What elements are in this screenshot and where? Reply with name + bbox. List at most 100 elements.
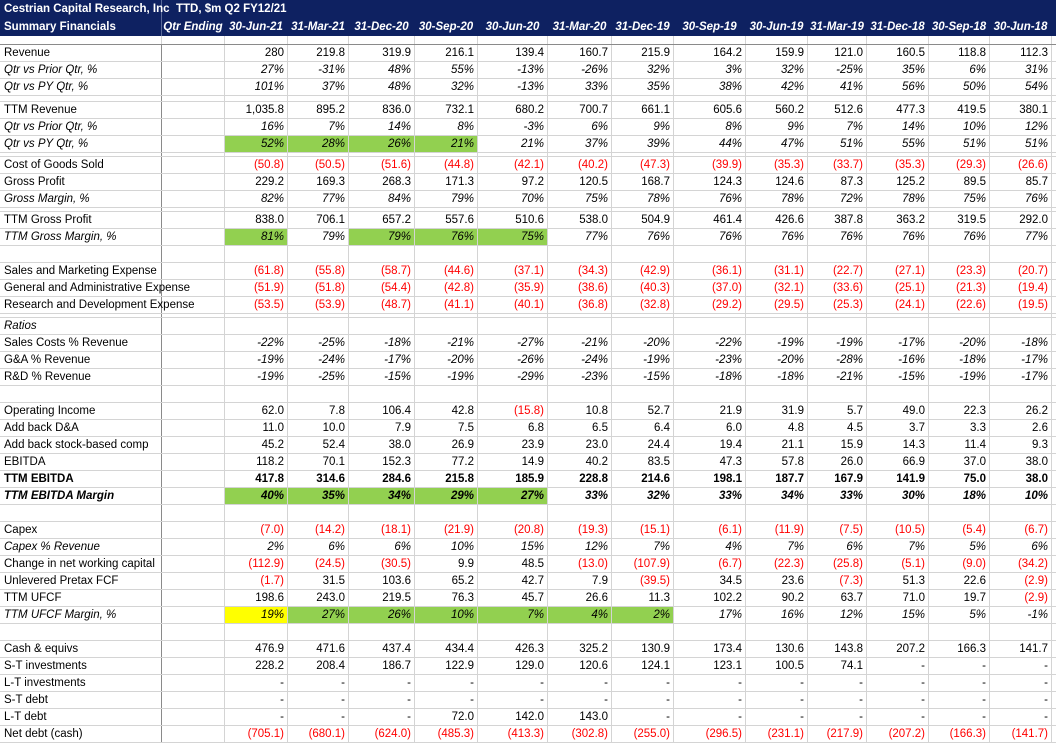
empty-cell[interactable] (288, 624, 349, 640)
empty-cell[interactable] (612, 386, 674, 402)
value-cell[interactable]: -19% (929, 369, 990, 385)
empty-cell[interactable] (548, 96, 612, 101)
value-cell[interactable]: -25% (288, 369, 349, 385)
empty-cell[interactable] (808, 386, 867, 402)
value-cell[interactable]: (5.4) (929, 522, 990, 538)
column-header-date[interactable]: 31-Dec-20 (349, 18, 415, 36)
value-cell[interactable]: (2.9) (990, 573, 1052, 589)
value-cell[interactable]: 32% (612, 62, 674, 78)
column-header-date[interactable]: 31-Mar-21 (288, 18, 349, 36)
value-cell[interactable]: -19% (612, 352, 674, 368)
row-label[interactable]: Qtr vs Prior Qtr, % (0, 119, 162, 135)
empty-cell[interactable] (162, 675, 225, 691)
value-cell[interactable]: - (867, 675, 929, 691)
value-cell[interactable]: 171.3 (415, 174, 478, 190)
value-cell[interactable]: 6% (808, 539, 867, 555)
value-cell[interactable]: (19.4) (990, 280, 1052, 296)
value-cell[interactable]: 62.0 (225, 403, 288, 419)
value-cell[interactable]: 90.2 (746, 590, 808, 606)
empty-cell[interactable] (808, 96, 867, 101)
value-cell[interactable]: - (612, 675, 674, 691)
value-cell[interactable] (548, 318, 612, 334)
value-cell[interactable]: - (674, 675, 746, 691)
value-cell[interactable] (349, 318, 415, 334)
empty-cell[interactable] (162, 403, 225, 419)
value-cell[interactable]: 123.1 (674, 658, 746, 674)
value-cell[interactable]: 87.3 (808, 174, 867, 190)
value-cell[interactable]: (705.1) (225, 726, 288, 742)
value-cell[interactable]: (44.6) (415, 263, 478, 279)
value-cell[interactable]: 2.6 (990, 420, 1052, 436)
value-cell[interactable]: (53.9) (288, 297, 349, 313)
empty-cell[interactable] (0, 36, 162, 44)
empty-cell[interactable] (162, 246, 225, 262)
empty-cell[interactable] (548, 386, 612, 402)
value-cell[interactable]: 10% (415, 607, 478, 623)
value-cell[interactable]: (51.8) (288, 280, 349, 296)
value-cell[interactable]: 512.6 (808, 102, 867, 118)
value-cell[interactable]: - (288, 709, 349, 725)
value-cell[interactable]: (47.3) (612, 157, 674, 173)
value-cell[interactable]: 284.6 (349, 471, 415, 487)
value-cell[interactable]: 292.0 (990, 212, 1052, 228)
value-cell[interactable]: 33% (548, 79, 612, 95)
empty-cell[interactable] (929, 314, 990, 317)
value-cell[interactable]: 63.7 (808, 590, 867, 606)
value-cell[interactable]: -21% (415, 335, 478, 351)
value-cell[interactable]: 21.9 (674, 403, 746, 419)
value-cell[interactable]: (24.1) (867, 297, 929, 313)
value-cell[interactable]: (20.7) (990, 263, 1052, 279)
value-cell[interactable]: 35% (288, 488, 349, 504)
empty-cell[interactable] (674, 153, 746, 156)
row-label[interactable]: TTM UFCF (0, 590, 162, 606)
value-cell[interactable]: - (478, 692, 548, 708)
empty-cell[interactable] (162, 208, 225, 211)
value-cell[interactable]: 557.6 (415, 212, 478, 228)
empty-cell[interactable] (990, 505, 1052, 521)
value-cell[interactable]: 40% (225, 488, 288, 504)
value-cell[interactable]: 141.9 (867, 471, 929, 487)
value-cell[interactable]: 122.9 (415, 658, 478, 674)
empty-cell[interactable] (867, 386, 929, 402)
value-cell[interactable]: -20% (746, 352, 808, 368)
value-cell[interactable]: 706.1 (288, 212, 349, 228)
empty-cell[interactable] (162, 263, 225, 279)
value-cell[interactable]: (20.8) (478, 522, 548, 538)
value-cell[interactable] (746, 318, 808, 334)
value-cell[interactable]: 214.6 (612, 471, 674, 487)
company-name[interactable]: Cestrian Capital Research, Inc (0, 0, 170, 18)
row-label[interactable]: General and Administrative Expense (0, 280, 190, 296)
value-cell[interactable]: 30% (867, 488, 929, 504)
value-cell[interactable]: (35.3) (867, 157, 929, 173)
ticker-line[interactable]: TTD, $m Q2 FY12/21 (162, 0, 362, 18)
empty-cell[interactable] (162, 280, 225, 296)
value-cell[interactable]: 21% (478, 136, 548, 152)
empty-cell[interactable] (225, 153, 288, 156)
column-header-date[interactable]: 30-Sep-19 (674, 18, 746, 36)
value-cell[interactable]: (5.1) (867, 556, 929, 572)
value-cell[interactable]: (54.4) (349, 280, 415, 296)
empty-cell[interactable] (162, 658, 225, 674)
value-cell[interactable]: (624.0) (349, 726, 415, 742)
empty-cell[interactable] (162, 539, 225, 555)
value-cell[interactable]: 10% (990, 488, 1052, 504)
value-cell[interactable]: - (415, 692, 478, 708)
value-cell[interactable]: 219.5 (349, 590, 415, 606)
value-cell[interactable]: 142.0 (478, 709, 548, 725)
value-cell[interactable]: 6.4 (612, 420, 674, 436)
value-cell[interactable]: (7.3) (808, 573, 867, 589)
empty-cell[interactable] (867, 314, 929, 317)
value-cell[interactable]: 363.2 (867, 212, 929, 228)
value-cell[interactable]: 48.5 (478, 556, 548, 572)
empty-cell[interactable] (0, 208, 162, 211)
qtr-ending-label[interactable]: Qtr Ending (162, 18, 225, 36)
value-cell[interactable]: 35% (612, 79, 674, 95)
empty-cell[interactable] (349, 208, 415, 211)
value-cell[interactable]: 79% (288, 229, 349, 245)
value-cell[interactable]: 19% (225, 607, 288, 623)
value-cell[interactable]: - (548, 675, 612, 691)
value-cell[interactable]: - (990, 675, 1052, 691)
empty-cell[interactable] (929, 246, 990, 262)
empty-cell[interactable] (162, 607, 225, 623)
empty-cell[interactable] (162, 318, 225, 334)
